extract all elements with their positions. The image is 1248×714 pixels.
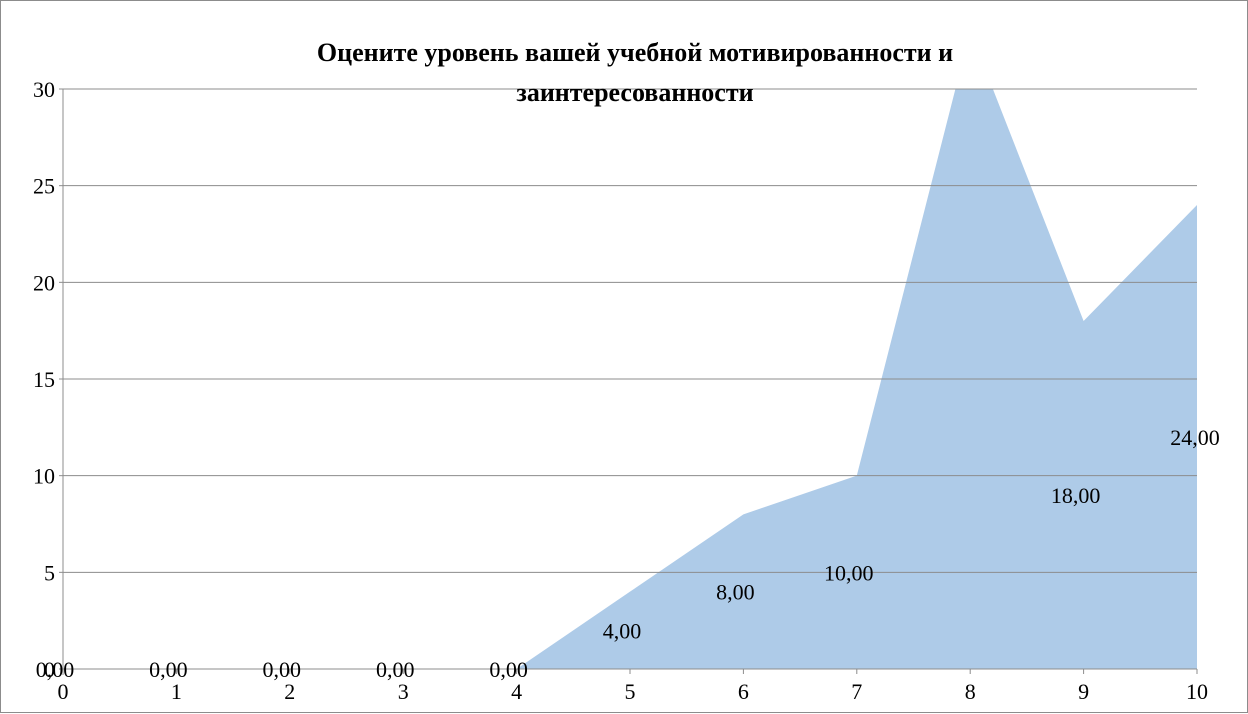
data-label: 0,00 <box>149 657 188 682</box>
y-tick-label: 5 <box>44 560 55 585</box>
data-label: 10,00 <box>824 560 874 585</box>
x-tick-label: 1 <box>171 679 182 704</box>
x-tick-label: 9 <box>1078 679 1089 704</box>
x-tick-label: 6 <box>738 679 749 704</box>
data-label: 24,00 <box>1170 425 1220 450</box>
y-tick-label: 15 <box>33 367 55 392</box>
data-label: 4,00 <box>603 618 642 643</box>
data-label: 8,00 <box>716 580 755 605</box>
data-label: 0,00 <box>263 657 302 682</box>
y-tick-label: 30 <box>33 77 55 102</box>
x-tick-label: 10 <box>1186 679 1208 704</box>
y-tick-label: 10 <box>33 464 55 489</box>
y-tick-label: 0 <box>44 657 55 682</box>
y-tick-label: 20 <box>33 270 55 295</box>
x-tick-label: 4 <box>511 679 522 704</box>
x-tick-label: 3 <box>398 679 409 704</box>
y-tick-label: 25 <box>33 174 55 199</box>
data-label: 0,00 <box>36 657 75 682</box>
data-label: 0,00 <box>376 657 415 682</box>
x-tick-label: 7 <box>851 679 862 704</box>
x-tick-label: 5 <box>625 679 636 704</box>
x-tick-label: 0 <box>58 679 69 704</box>
data-label: 0,00 <box>489 657 528 682</box>
x-tick-label: 8 <box>965 679 976 704</box>
x-tick-label: 2 <box>284 679 295 704</box>
data-label: 18,00 <box>1051 483 1101 508</box>
area-series <box>63 89 1197 669</box>
